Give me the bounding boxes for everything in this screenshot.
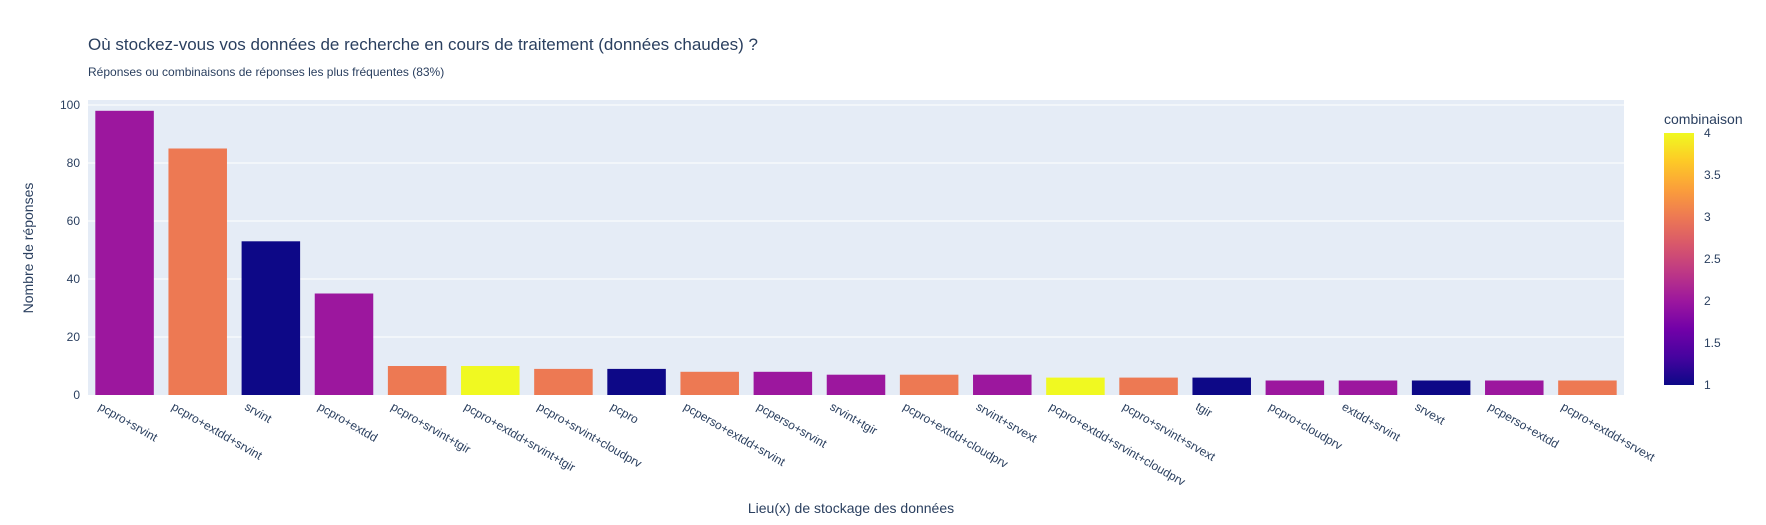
colorbar-tick-label: 4 [1704, 126, 1711, 140]
x-tick-label: pcpro+srvint+tgir [389, 399, 473, 456]
x-tick-label: pcpro+extdd [316, 399, 380, 444]
colorbar-tick-label: 3.5 [1704, 168, 1721, 182]
bar-pcpro+extdd+srvint+tgir [461, 366, 520, 395]
x-tick-label: srvint+tgir [828, 399, 880, 437]
x-tick-label: pcpro+extdd+srvint+cloudprv [1047, 399, 1188, 488]
colorbar-tick-label: 1 [1704, 378, 1711, 392]
bar-pcperso+extdd [1485, 380, 1544, 395]
colorbar-tick-label: 3 [1704, 210, 1711, 224]
chart-title: Où stockez-vous vos données de recherche… [88, 35, 758, 54]
bar-pcpro [607, 368, 666, 395]
colorbar [1664, 133, 1694, 385]
bar-pcpro+cloudprv [1265, 380, 1325, 395]
bar-pcpro+extdd+srvint+cloudprv [1046, 377, 1105, 395]
colorbar-tick-label: 2 [1704, 294, 1711, 308]
bar-pcperso+srvint [753, 371, 813, 395]
bar-srvint+tgir [826, 374, 886, 395]
bar-pcpro+extdd+srvext [1558, 380, 1617, 395]
bar-pcpro+srvint+tgir [387, 366, 447, 395]
y-tick-label: 20 [67, 330, 81, 344]
x-tick-label: pcpro+srvint [96, 399, 160, 444]
bar-extdd+srvint [1338, 380, 1398, 395]
y-tick-label: 60 [67, 214, 81, 228]
x-tick-label: tgir [1193, 399, 1214, 419]
x-tick-label: pcpro+cloudprv [1266, 399, 1344, 452]
bar-tgir [1192, 377, 1251, 395]
y-axis-title: Nombre de réponses [20, 183, 36, 314]
y-axis-ticks: 0 20 40 60 80 100 [60, 98, 80, 402]
bar-srvint [241, 241, 301, 395]
y-tick-label: 0 [73, 388, 80, 402]
bar-srvext [1411, 380, 1471, 395]
colorbar-ticks: 1 1.5 2 2.5 3 3.5 4 [1704, 126, 1721, 392]
y-tick-label: 80 [67, 156, 81, 170]
y-tick-label: 40 [67, 272, 81, 286]
x-tick-label: pcpro+extdd+srvext [1559, 399, 1658, 464]
x-tick-label: srvext [1413, 399, 1448, 427]
x-tick-label: extdd+srvint [1340, 399, 1404, 444]
colorbar-tick-label: 1.5 [1704, 336, 1721, 350]
bar-pcpro+srvint+srvext [1119, 377, 1178, 395]
bars-group [95, 110, 1617, 396]
colorbar-title: combinaison [1664, 111, 1743, 127]
bar-pcperso+extdd+srvint [680, 371, 739, 395]
bar-pcpro+srvint+cloudprv [534, 368, 593, 395]
x-tick-label: pcpro [608, 399, 641, 426]
y-tick-label: 100 [60, 98, 80, 112]
bar-pcpro+extdd+srvint [168, 148, 227, 395]
x-tick-label: srvint+srvext [974, 399, 1040, 445]
bar-srvint+srvext [973, 374, 1032, 395]
x-tick-label: pcperso+extdd [1486, 399, 1561, 451]
chart-subtitle: Réponses ou combinaisons de réponses les… [88, 65, 444, 79]
bar-pcpro+extdd [314, 293, 374, 395]
bar-pcpro+extdd+cloudprv [899, 374, 959, 395]
colorbar-tick-label: 2.5 [1704, 252, 1721, 266]
x-axis-title: Lieu(x) de stockage des données [748, 500, 954, 516]
x-tick-label: srvint [242, 399, 274, 426]
bar-pcpro+srvint [95, 110, 154, 396]
